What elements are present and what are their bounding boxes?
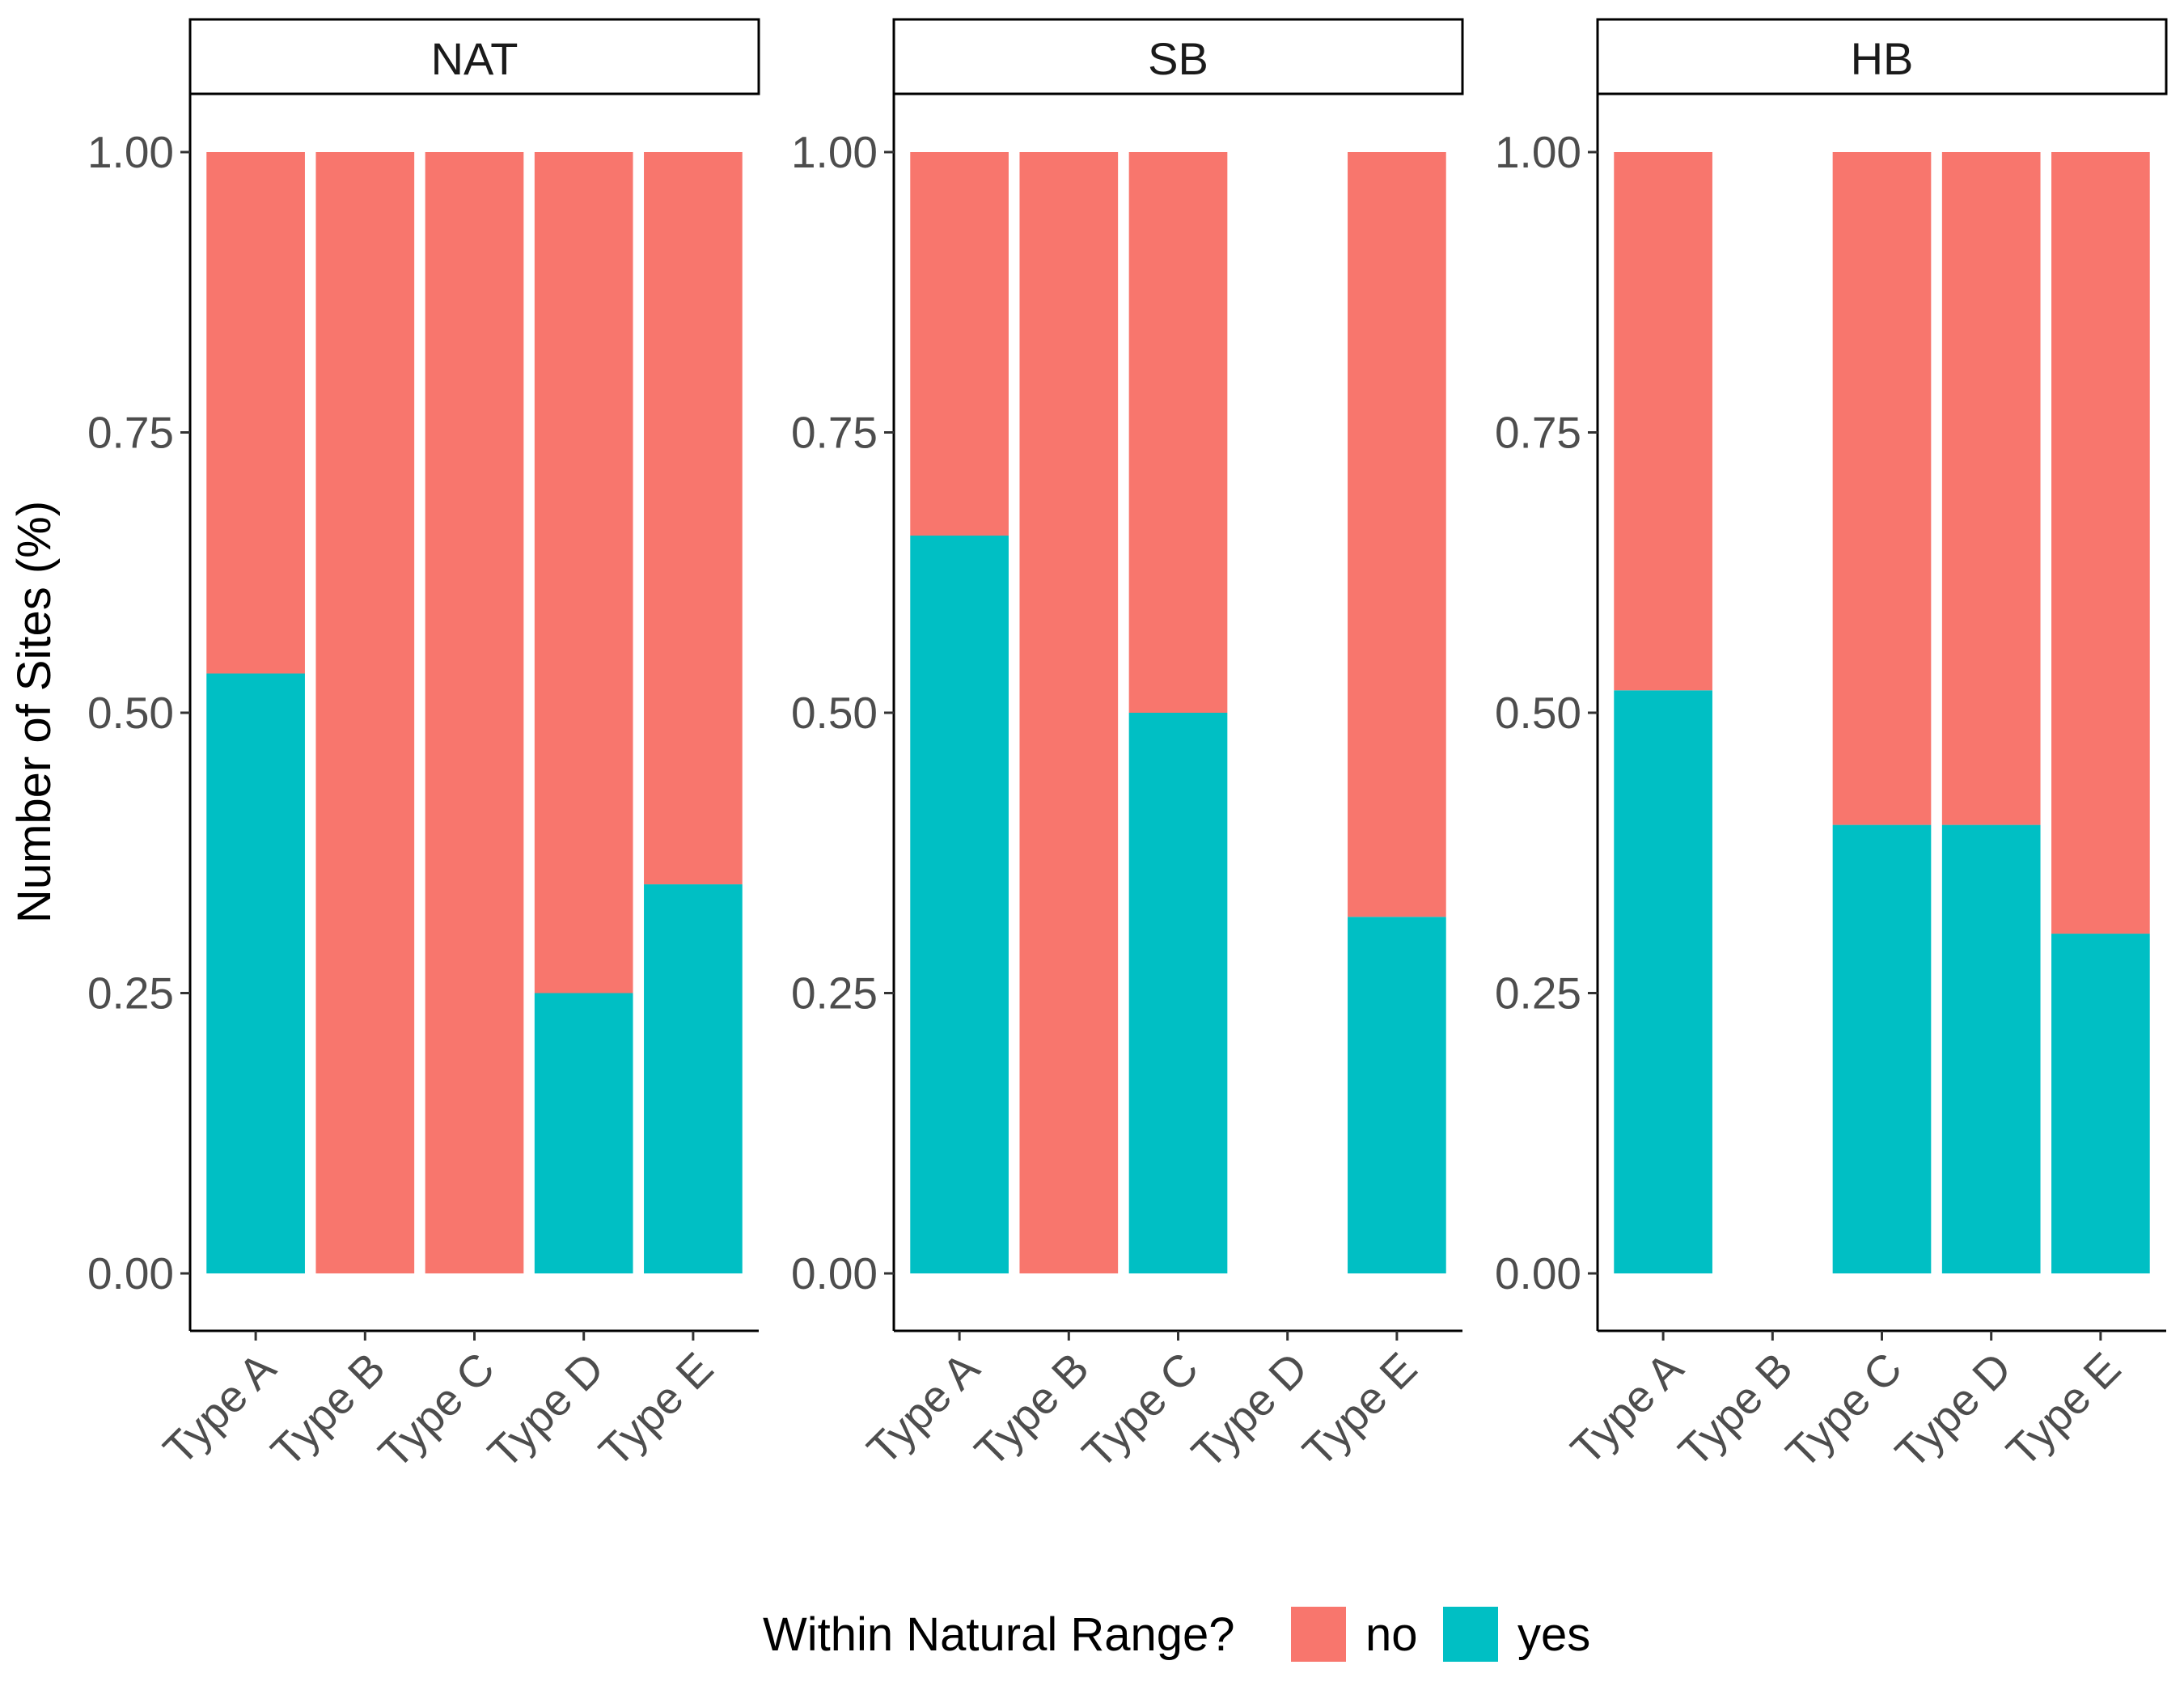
x-tick-label: Type E <box>1996 1343 2130 1476</box>
bar-no-sb-0 <box>910 152 1009 536</box>
y-tick-label: 0.75 <box>87 408 174 458</box>
legend-key-no <box>1291 1607 1346 1662</box>
bar-yes-nat-3 <box>534 993 633 1273</box>
y-tick-label: 1.00 <box>87 127 174 177</box>
y-tick-label: 0.75 <box>791 408 878 458</box>
x-tick-label: Type D <box>478 1343 613 1478</box>
facet-strip-label: SB <box>1148 33 1208 84</box>
facet-strip-label: NAT <box>431 33 518 84</box>
legend-label-no: no <box>1365 1608 1418 1661</box>
y-tick-label: 0.75 <box>1495 408 1581 458</box>
x-tick-label: Type B <box>261 1343 395 1476</box>
x-tick-label: Type B <box>1669 1343 1802 1476</box>
bar-no-hb-2 <box>1832 152 1932 825</box>
y-tick-label: 0.50 <box>1495 688 1581 738</box>
facet-strip <box>892 18 1464 95</box>
x-tick-label: Type C <box>1776 1343 1911 1478</box>
bar-no-nat-3 <box>534 152 633 993</box>
y-tick-label: 0.00 <box>87 1248 174 1298</box>
x-tick-label: Type D <box>1886 1343 2021 1478</box>
bar-yes-nat-0 <box>206 673 305 1273</box>
bar-no-sb-2 <box>1128 152 1228 713</box>
bar-no-sb-1 <box>1019 152 1119 1273</box>
y-tick-label: 0.25 <box>791 968 878 1019</box>
bar-yes-hb-4 <box>2051 934 2150 1273</box>
y-tick-label: 0.25 <box>87 968 174 1019</box>
bar-no-nat-2 <box>425 152 524 1273</box>
bar-yes-sb-0 <box>910 536 1009 1273</box>
bar-yes-hb-0 <box>1614 690 1712 1273</box>
y-axis-title: Number of Sites (%) <box>8 501 61 923</box>
x-tick-label: Type C <box>1073 1343 1208 1478</box>
facet-strip-label: HB <box>1851 33 1914 84</box>
bar-yes-nat-4 <box>644 884 743 1273</box>
bar-no-hb-0 <box>1614 152 1712 691</box>
x-tick-label: Type D <box>1182 1343 1317 1478</box>
y-tick-label: 0.50 <box>87 688 174 738</box>
bar-yes-hb-3 <box>1941 824 2041 1273</box>
bar-yes-sb-4 <box>1348 917 1446 1273</box>
y-tick-label: 1.00 <box>791 127 878 177</box>
x-tick-label: Type C <box>369 1343 504 1478</box>
bar-yes-hb-2 <box>1832 824 1932 1273</box>
legend-key-yes <box>1443 1607 1498 1662</box>
legend-title: Within Natural Range? <box>763 1608 1235 1661</box>
legend: Within Natural Range? no yes <box>763 1607 1590 1662</box>
facet-strip <box>188 18 760 95</box>
y-tick-label: 0.00 <box>1495 1248 1581 1298</box>
x-tick-label: Type B <box>965 1343 1098 1476</box>
y-tick-label: 1.00 <box>1495 127 1581 177</box>
y-tick-label: 0.50 <box>791 688 878 738</box>
bar-no-sb-4 <box>1348 152 1446 917</box>
x-tick-label: Type E <box>589 1343 722 1476</box>
legend-label-yes: yes <box>1517 1608 1590 1661</box>
x-tick-label: Type E <box>1293 1343 1426 1476</box>
bar-no-nat-4 <box>644 152 743 885</box>
y-tick-label: 0.25 <box>1495 968 1581 1019</box>
bar-yes-sb-2 <box>1128 713 1228 1273</box>
bar-no-nat-1 <box>315 152 415 1273</box>
x-tick-label: Type A <box>857 1342 989 1474</box>
bar-no-hb-4 <box>2051 152 2150 934</box>
facet-strip <box>1596 18 2168 95</box>
x-tick-label: Type A <box>1561 1342 1693 1474</box>
bar-no-nat-0 <box>206 152 305 674</box>
y-tick-label: 0.00 <box>791 1248 878 1298</box>
x-tick-label: Type A <box>154 1342 286 1474</box>
bar-no-hb-3 <box>1941 152 2041 825</box>
